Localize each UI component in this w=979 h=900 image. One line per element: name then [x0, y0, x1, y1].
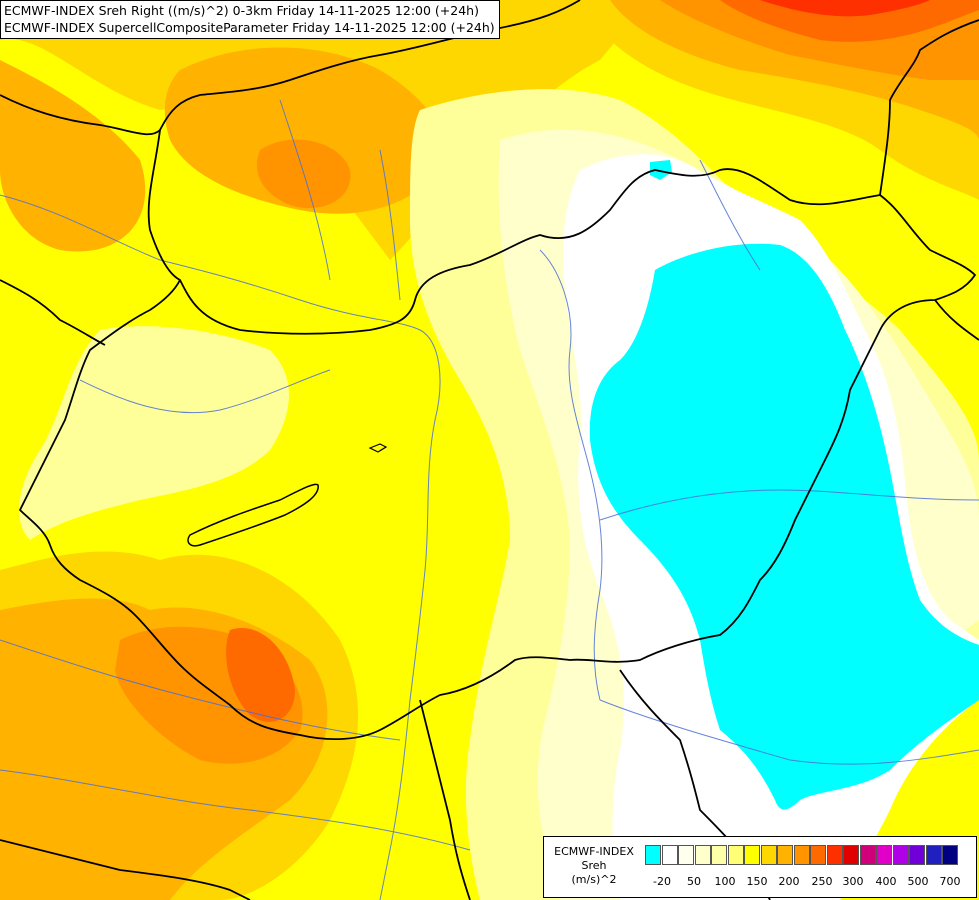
legend: ECMWF-INDEX Sreh (m/s)^2 -20 50 100 150 200 2…	[543, 836, 977, 898]
legend-tick-label: 50	[687, 875, 701, 888]
legend-title: ECMWF-INDEX Sreh (m/s)^2	[544, 845, 644, 887]
legend-swatch	[744, 845, 760, 865]
legend-tick-label: 500	[907, 875, 929, 888]
field-cyan-small	[650, 160, 672, 180]
map-title-box: ECMWF-INDEX Sreh Right ((m/s)^2) 0-3km F…	[0, 0, 500, 39]
legend-swatch	[843, 845, 859, 865]
legend-swatch	[810, 845, 826, 865]
river-mures	[599, 699, 979, 765]
legend-swatch	[892, 845, 909, 865]
legend-swatch	[727, 845, 744, 865]
legend-tick-label: 150	[746, 875, 768, 888]
border-romania-ukraine	[934, 299, 979, 341]
river-northeast	[699, 159, 761, 271]
legend-tick-label: 400	[875, 875, 897, 888]
legend-tick-label: 250	[811, 875, 833, 888]
field-orange-dark-southwest	[226, 628, 295, 722]
border-croatia-serbia	[419, 699, 471, 900]
legend-swatch	[777, 845, 793, 865]
border-ukraine	[879, 19, 979, 196]
legend-swatch	[925, 845, 942, 865]
field-orange-light-north	[0, 60, 146, 252]
legend-swatch	[876, 845, 892, 865]
river-sava	[0, 769, 471, 851]
river-tisza	[539, 249, 603, 701]
border-slovenia-croatia	[0, 839, 251, 900]
river-drava	[0, 639, 401, 741]
legend-swatch	[826, 845, 843, 865]
river-north	[279, 99, 331, 281]
legend-swatch	[694, 845, 711, 865]
field-cyan	[589, 243, 979, 810]
legend-tick-label: 100	[714, 875, 736, 888]
river-koros	[599, 489, 979, 521]
field-orange-light-center-north	[164, 47, 442, 214]
title-line-scp: ECMWF-INDEX SupercellCompositeParameter …	[4, 20, 495, 35]
legend-swatch	[859, 845, 876, 865]
border-slovakia-hungary-west	[147, 129, 181, 281]
legend-title-variable: Sreh	[581, 859, 607, 872]
legend-tick-label: 700	[939, 875, 961, 888]
lake-velence	[368, 443, 388, 453]
legend-swatch	[760, 845, 777, 865]
legend-swatch	[793, 845, 810, 865]
river-hron	[379, 149, 401, 301]
legend-tick-label: 300	[842, 875, 864, 888]
legend-title-unit: (m/s)^2	[571, 873, 617, 886]
legend-swatch	[909, 845, 925, 865]
field-pale-west	[19, 326, 289, 540]
field-red-northeast	[760, 0, 930, 17]
field-orange-dark-northeast	[720, 0, 979, 42]
river-danube	[0, 194, 441, 900]
legend-title-source: ECMWF-INDEX	[554, 845, 634, 858]
legend-tick-label: -20	[653, 875, 671, 888]
lake-balaton	[187, 483, 319, 547]
river-raba	[79, 369, 331, 414]
rivers	[0, 99, 979, 900]
legend-swatch	[711, 845, 727, 865]
legend-swatch	[942, 845, 958, 865]
legend-tick-label: 200	[778, 875, 800, 888]
title-line-sreh: ECMWF-INDEX Sreh Right ((m/s)^2) 0-3km F…	[4, 3, 479, 18]
border-austria-slovakia	[0, 279, 106, 346]
legend-swatch	[661, 845, 678, 865]
border-hungary	[19, 168, 976, 741]
legend-swatch	[678, 845, 694, 865]
legend-swatch	[645, 845, 661, 865]
